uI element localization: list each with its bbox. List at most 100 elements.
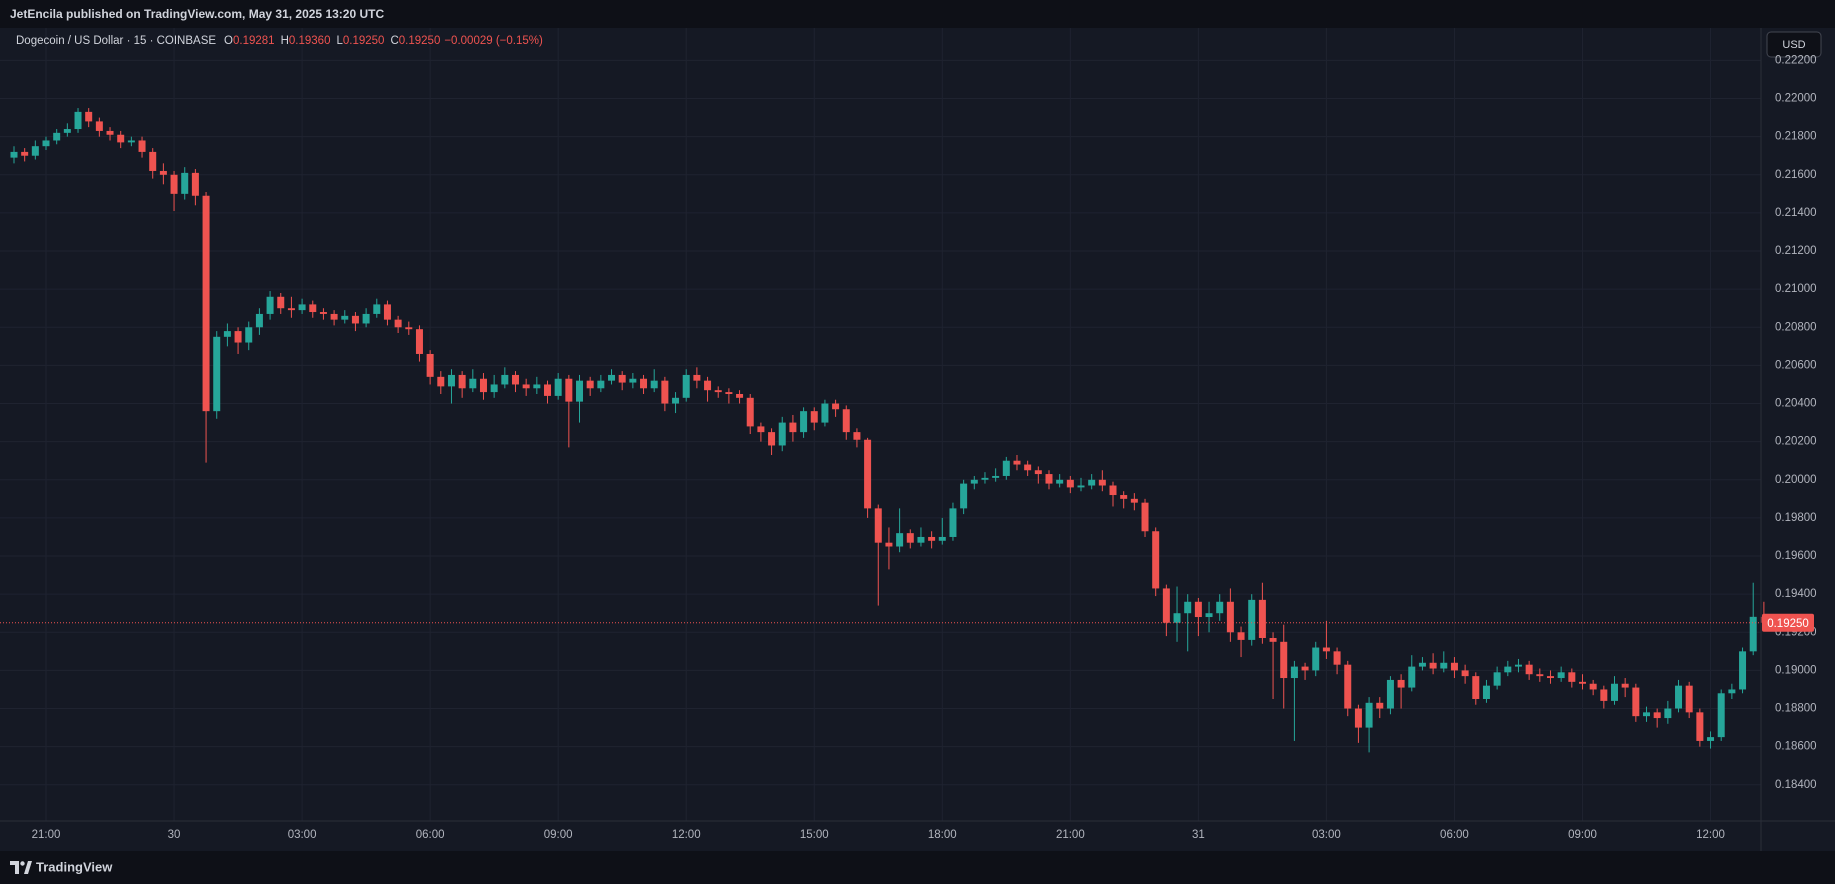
candle-body (117, 134, 125, 143)
x-tick-label: 03:00 (288, 829, 317, 841)
change: −0.00029 (−0.15%) (444, 35, 543, 47)
candle-body (1024, 464, 1032, 471)
candle-body (608, 374, 616, 381)
candle-body (1696, 712, 1704, 741)
candle-body (191, 172, 199, 196)
candle-body (522, 384, 530, 389)
candle-body (906, 533, 914, 543)
candle-body (63, 129, 71, 133)
y-tick-label: 0.19400 (1775, 588, 1817, 600)
ohlc-value: 0.19360 (289, 35, 331, 47)
candle-body (1120, 495, 1128, 499)
candle-body (768, 432, 776, 446)
candle-body (1493, 672, 1501, 686)
ohlc-key: H (281, 35, 289, 47)
candle-body (287, 308, 295, 311)
candle-body (362, 313, 370, 324)
candle-body (1450, 662, 1458, 671)
symbol: Dogecoin / US Dollar · 15 · COINBASE (16, 35, 216, 47)
candle-body (981, 477, 989, 480)
candle-body (1354, 708, 1362, 728)
candle-body (821, 403, 829, 423)
candle-body (106, 130, 114, 135)
candle-body (1589, 683, 1597, 690)
candle-body (437, 376, 445, 387)
ohlc-key: O (224, 35, 233, 47)
candle-body (736, 394, 744, 398)
candle-body (864, 439, 872, 509)
candle-body (501, 374, 509, 385)
candle-body (277, 296, 285, 309)
currency-label[interactable]: USD (1782, 39, 1805, 51)
candle-body (1301, 666, 1309, 671)
candle-body (789, 422, 797, 433)
candle-body (810, 411, 818, 423)
logo-part (10, 861, 19, 874)
y-tick-label: 0.18600 (1775, 741, 1817, 753)
candle-body (1056, 479, 1064, 484)
brand: TradingView (36, 859, 113, 874)
legend: Dogecoin / US Dollar · 15 · COINBASE O 0.1… (16, 35, 543, 47)
candle-body (778, 422, 786, 446)
candle-body (1002, 460, 1010, 476)
candle-body (693, 374, 701, 381)
y-tick-label: 0.18400 (1775, 779, 1817, 791)
candle-body (511, 374, 519, 385)
y-tick-label: 0.22000 (1775, 93, 1817, 105)
candle-body (544, 384, 551, 396)
candle-body (159, 170, 167, 175)
candle-body (1045, 474, 1053, 484)
candle-body (223, 331, 231, 337)
candle-body (202, 195, 210, 412)
candle-body (1216, 601, 1224, 614)
candle-body (1226, 601, 1234, 633)
x-tick-label: 31 (1192, 829, 1205, 841)
candle-body (1376, 702, 1384, 709)
candle-body (31, 146, 39, 156)
x-tick-label: 06:00 (1440, 829, 1469, 841)
candle-body (1408, 666, 1416, 688)
candle-body (469, 378, 477, 389)
candle-body (1739, 651, 1747, 690)
x-tick-label: 12:00 (1696, 829, 1725, 841)
candle-body (1536, 674, 1544, 677)
y-tick-label: 0.19800 (1775, 512, 1817, 524)
candle-body (341, 315, 349, 320)
candle-body (74, 111, 82, 130)
candle-body (949, 508, 957, 537)
candle-body (1141, 502, 1149, 532)
candle-body (885, 542, 893, 547)
candle-body (1664, 708, 1672, 719)
candle-body (704, 380, 712, 391)
candle-body (21, 151, 29, 156)
x-tick-label: 21:00 (1056, 829, 1085, 841)
candle-body (138, 140, 146, 152)
candle-body (1088, 479, 1096, 486)
candle-body (832, 403, 840, 410)
candle-body (1312, 647, 1320, 671)
y-tick-label: 0.22200 (1775, 54, 1817, 66)
ohlc-key: C (390, 35, 398, 47)
candle-body (1707, 737, 1715, 741)
candle-body (1749, 616, 1757, 652)
candle-body (1461, 670, 1469, 677)
x-tick-label: 06:00 (416, 829, 445, 841)
candle-body (309, 304, 317, 313)
x-tick-label: 21:00 (32, 829, 61, 841)
candle-body (1152, 531, 1160, 589)
candle-body (1333, 651, 1341, 665)
candle-body (1557, 672, 1565, 679)
candles (10, 108, 1768, 753)
candle-body (266, 296, 274, 314)
currency-button[interactable] (1766, 31, 1822, 58)
candle-body (1258, 599, 1266, 638)
candle-body (1130, 498, 1138, 503)
candle-body (725, 392, 733, 394)
candle-body (1098, 479, 1106, 486)
candle-body (554, 378, 562, 396)
candle-body (447, 374, 455, 387)
candle-body (1504, 666, 1512, 673)
candle-body (1717, 693, 1725, 738)
